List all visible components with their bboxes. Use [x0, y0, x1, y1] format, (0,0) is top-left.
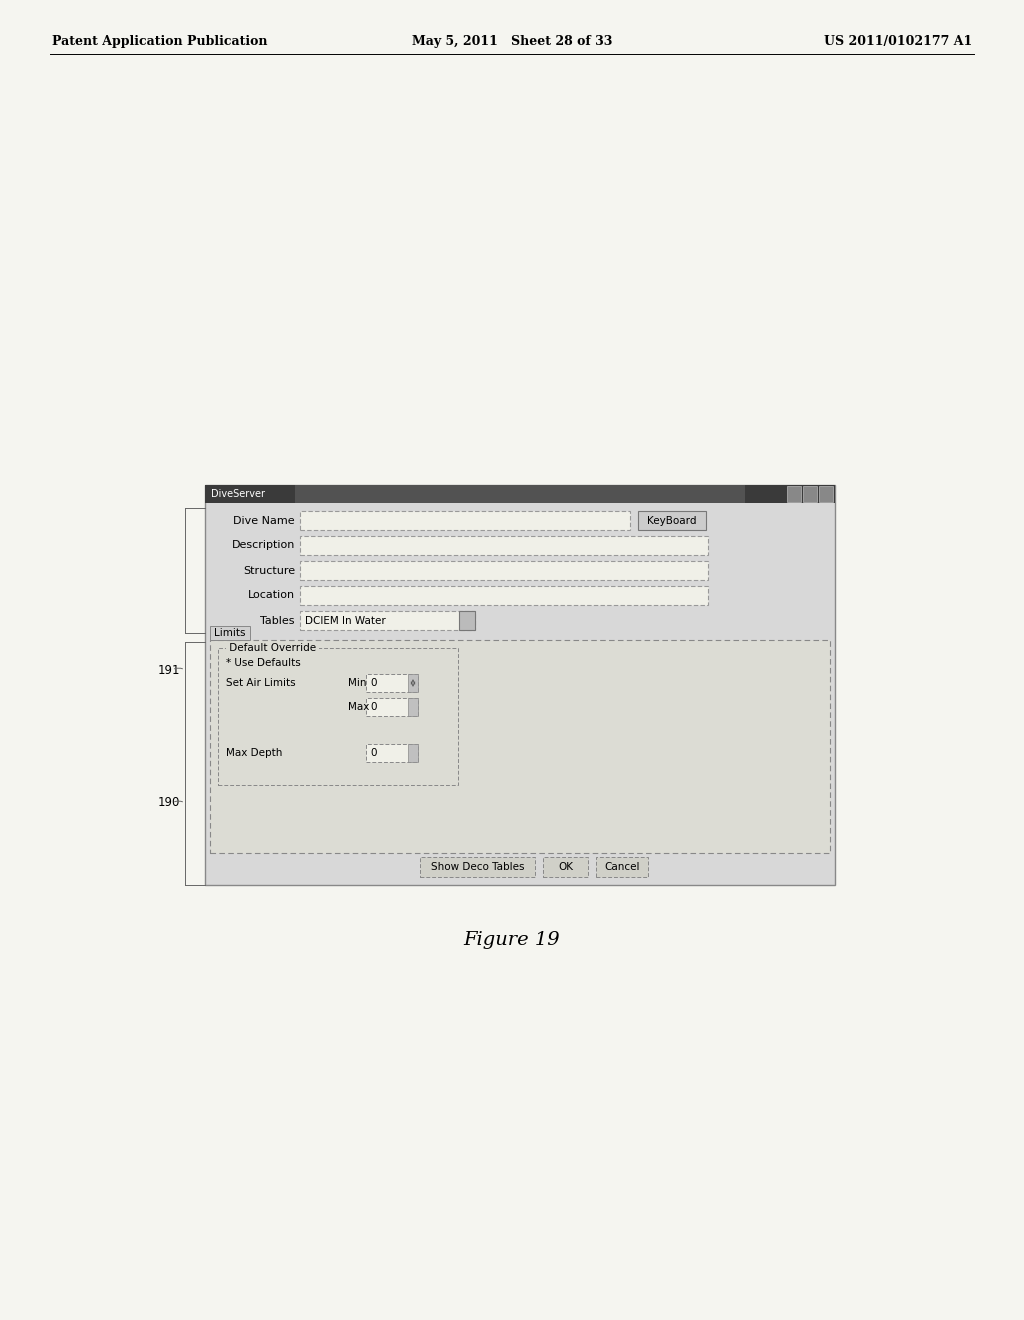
Bar: [408, 675, 418, 692]
Text: Structure: Structure: [243, 565, 295, 576]
Text: Show Deco Tables: Show Deco Tables: [431, 862, 524, 873]
Bar: [638, 511, 706, 531]
Bar: [300, 611, 475, 630]
Bar: [803, 486, 817, 502]
Bar: [408, 744, 418, 762]
Text: DiveServer: DiveServer: [211, 488, 265, 499]
Text: 0: 0: [370, 702, 377, 711]
Bar: [300, 561, 708, 579]
Text: Limits: Limits: [214, 628, 246, 638]
Text: * Use Defaults: * Use Defaults: [226, 657, 301, 668]
Bar: [366, 698, 418, 715]
Bar: [787, 486, 801, 502]
Bar: [300, 511, 630, 531]
Bar: [420, 857, 535, 876]
Text: Default Override: Default Override: [226, 643, 319, 653]
Text: 0: 0: [370, 748, 377, 758]
Text: Max Depth: Max Depth: [226, 748, 283, 758]
Bar: [210, 626, 250, 640]
Text: Patent Application Publication: Patent Application Publication: [52, 36, 267, 49]
Text: KeyBoard: KeyBoard: [647, 516, 696, 525]
Text: Dive Name: Dive Name: [233, 516, 295, 525]
Bar: [295, 484, 745, 503]
Text: US 2011/0102177 A1: US 2011/0102177 A1: [823, 36, 972, 49]
Bar: [366, 675, 418, 692]
Bar: [300, 536, 708, 554]
Bar: [408, 698, 418, 715]
Bar: [596, 857, 648, 876]
Text: Min: Min: [348, 678, 367, 688]
Text: DCIEM In Water: DCIEM In Water: [305, 615, 386, 626]
Text: Cancel: Cancel: [604, 862, 640, 873]
Text: ▾: ▾: [465, 615, 469, 626]
Bar: [366, 744, 418, 762]
Text: OK: OK: [558, 862, 573, 873]
Bar: [218, 648, 458, 785]
Text: Figure 19: Figure 19: [464, 931, 560, 949]
Text: Tables: Tables: [260, 615, 295, 626]
Bar: [205, 484, 835, 884]
Text: 191: 191: [158, 664, 180, 676]
Bar: [459, 611, 475, 630]
Text: 190: 190: [158, 796, 180, 809]
Text: May 5, 2011   Sheet 28 of 33: May 5, 2011 Sheet 28 of 33: [412, 36, 612, 49]
Text: Max: Max: [348, 702, 370, 711]
Text: Location: Location: [248, 590, 295, 601]
Bar: [543, 857, 588, 876]
Text: Set Air Limits: Set Air Limits: [226, 678, 296, 688]
Text: Description: Description: [231, 540, 295, 550]
Text: 0: 0: [370, 678, 377, 688]
Bar: [210, 640, 830, 853]
Bar: [300, 586, 708, 605]
Bar: [819, 486, 833, 502]
Bar: [205, 484, 835, 503]
